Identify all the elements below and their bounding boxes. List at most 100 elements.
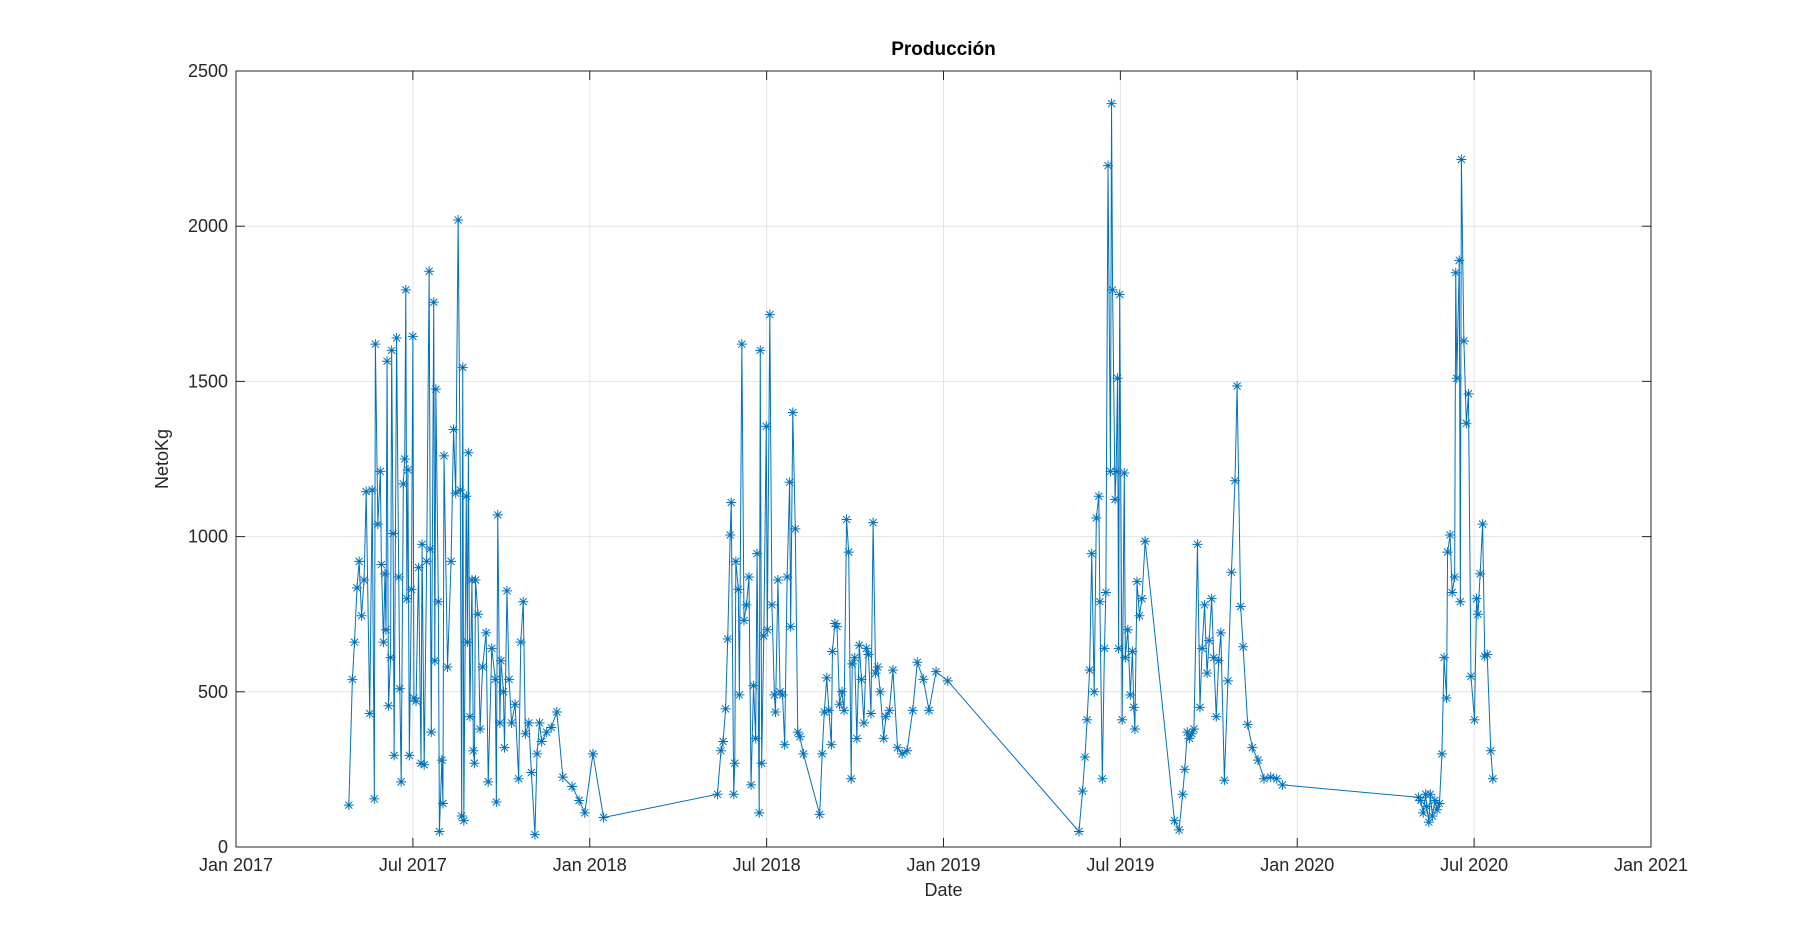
data-point — [492, 509, 503, 520]
data-point — [746, 779, 757, 790]
data-point — [399, 454, 410, 464]
data-point — [1242, 719, 1253, 730]
data-point — [1423, 817, 1434, 828]
data-point — [523, 717, 534, 728]
data-point — [1122, 624, 1133, 635]
data-point — [779, 739, 790, 750]
data-point — [1436, 748, 1447, 759]
data-point — [821, 672, 832, 683]
data-point — [394, 683, 405, 694]
data-point — [491, 796, 502, 807]
data-point — [455, 485, 466, 496]
data-point — [534, 717, 545, 728]
data-point — [1086, 548, 1097, 559]
data-point — [843, 547, 854, 558]
data-point — [942, 675, 953, 686]
data-point — [1235, 601, 1246, 612]
data-point — [468, 745, 479, 756]
data-point — [1186, 728, 1197, 739]
data-point — [851, 733, 862, 744]
chart-title: Producción — [891, 39, 996, 60]
data-point — [1455, 596, 1466, 607]
data-point — [785, 621, 796, 632]
data-point — [897, 748, 908, 759]
data-point — [827, 646, 838, 657]
data-point — [486, 643, 497, 654]
data-point — [504, 674, 515, 685]
data-point — [769, 689, 780, 700]
data-point — [823, 705, 834, 716]
data-point — [1091, 512, 1102, 523]
data-point — [1194, 702, 1205, 713]
data-point — [421, 556, 432, 567]
ticks: 0 500 1000 1500 2000 2500 Jan 2017 Jul 2017 Jan … — [188, 61, 1688, 875]
data-point — [529, 829, 540, 840]
data-point — [1482, 649, 1493, 660]
data-point — [375, 466, 386, 477]
data-point — [758, 630, 769, 641]
data-point — [870, 668, 881, 679]
data-point — [1475, 568, 1486, 579]
data-point — [834, 699, 845, 710]
data-point — [902, 745, 913, 756]
data-point — [849, 652, 860, 663]
data-point — [868, 517, 879, 528]
data-point — [1208, 652, 1219, 663]
data-point — [402, 464, 413, 475]
data-point — [372, 519, 383, 530]
data-point — [536, 736, 547, 747]
data-point — [784, 477, 795, 488]
data-point — [393, 571, 404, 582]
data-point — [416, 758, 427, 769]
x-axis-label: Date — [924, 880, 962, 900]
data-point — [376, 559, 387, 570]
data-point — [736, 339, 747, 350]
data-point — [541, 727, 552, 738]
data-point — [750, 733, 761, 744]
data-point — [787, 407, 798, 418]
data-point — [1125, 689, 1136, 700]
data-point — [413, 562, 424, 573]
data-point — [364, 708, 375, 719]
data-point — [401, 593, 412, 604]
data-point — [772, 575, 783, 586]
data-point — [1192, 539, 1203, 550]
x-tick-label: Jul 2018 — [733, 855, 801, 875]
data-point — [1463, 388, 1474, 399]
data-point — [551, 706, 562, 717]
data-point — [841, 514, 852, 525]
data-point — [1202, 668, 1213, 679]
data-point — [587, 748, 598, 759]
data-point — [391, 332, 402, 343]
data-point — [379, 568, 390, 579]
data-point — [437, 798, 448, 809]
data-point — [754, 807, 765, 818]
data-point — [829, 618, 840, 629]
data-point — [884, 705, 895, 716]
x-tick-label: Jul 2019 — [1086, 855, 1154, 875]
data-point — [887, 665, 898, 676]
data-point — [1277, 779, 1288, 790]
data-point — [814, 809, 825, 820]
data-point — [777, 689, 788, 700]
data-point — [817, 748, 828, 759]
data-point — [1100, 587, 1111, 598]
data-point — [456, 810, 467, 821]
data-point — [1082, 714, 1093, 725]
data-point — [1112, 373, 1123, 384]
data-point — [1456, 154, 1467, 165]
data-point — [856, 674, 867, 685]
data-point — [733, 584, 744, 595]
data-point — [1450, 267, 1461, 278]
data-point — [794, 731, 805, 742]
data-point — [1454, 255, 1465, 266]
data-point — [738, 615, 749, 626]
data-point — [1439, 652, 1450, 663]
data-point — [518, 596, 529, 607]
data-point — [1441, 693, 1452, 704]
data-point — [715, 745, 726, 756]
data-point — [1421, 801, 1432, 812]
data-point — [428, 297, 439, 308]
